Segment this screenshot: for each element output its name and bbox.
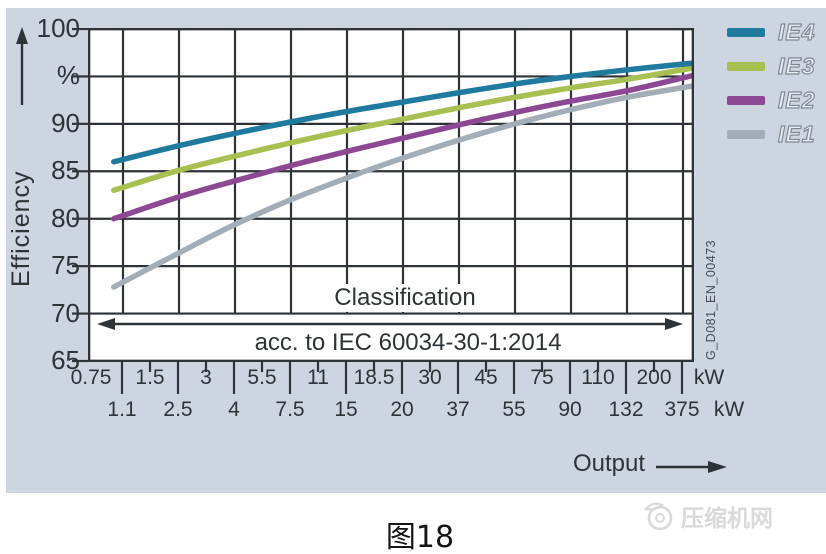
legend-swatch — [727, 95, 765, 105]
classification-standard-label: acc. to IEC 60034-30-1:2014 — [248, 329, 568, 357]
x-axis-unit-lower: kW — [713, 398, 745, 421]
x-tick-label-upper: 3 — [200, 366, 212, 389]
x-tick-label-lower: 4 — [228, 398, 240, 421]
legend-swatch — [727, 129, 765, 139]
x-tick-label-lower: 1.1 — [107, 398, 137, 421]
x-tick-label-upper: 110 — [581, 366, 615, 389]
x-tick-label-lower: 20 — [390, 398, 414, 421]
legend: IE4 IE3 IE2 IE1 — [727, 15, 816, 151]
x-tick-label-lower: 37 — [446, 398, 470, 421]
x-tick-label-upper: 0.75 — [70, 366, 112, 389]
x-tick-label-lower: 15 — [334, 398, 358, 421]
x-tick-label-upper: 5.5 — [247, 366, 277, 389]
y-tick-label: % — [56, 60, 80, 91]
x-tick-label-upper: 30 — [418, 366, 442, 389]
x-tick-label-upper: 75 — [530, 366, 554, 389]
x-axis-title: Output — [572, 450, 645, 477]
y-axis-ticks — [72, 28, 88, 363]
watermark-text: 压缩机网 — [681, 506, 773, 532]
x-tick-label-upper: 200 — [636, 366, 672, 389]
x-tick-label-upper: 1.5 — [135, 366, 165, 389]
legend-item-ie1: IE1 — [727, 117, 816, 151]
x-tick-label-lower: 55 — [502, 398, 526, 421]
x-tick-label-upper: 18.5 — [353, 366, 395, 389]
legend-item-ie4: IE4 — [727, 15, 816, 49]
curve-ie4 — [111, 60, 694, 165]
watermark: 压缩机网 — [643, 499, 773, 533]
x-tick-label-lower: 90 — [558, 398, 582, 421]
legend-label: IE4 — [777, 18, 816, 45]
figure-caption: 图18 — [385, 520, 455, 554]
x-tick-label-lower: 7.5 — [275, 398, 305, 421]
legend-swatch — [727, 61, 765, 71]
classification-label: Classification — [324, 284, 486, 312]
curve-ie1 — [111, 83, 694, 290]
x-axis-ticks — [120, 360, 684, 394]
x-tick-label-upper: 11 — [307, 366, 329, 389]
watermark-logo-icon — [643, 502, 673, 531]
legend-item-ie3: IE3 — [727, 49, 816, 83]
legend-label: IE1 — [777, 120, 816, 147]
x-tick-label-lower: 375 — [664, 398, 700, 421]
x-axis-unit-upper: kW — [693, 366, 725, 389]
x-tick-label-upper: 45 — [474, 366, 498, 389]
x-axis-arrow-icon — [656, 461, 727, 473]
legend-swatch — [727, 27, 765, 37]
curve-ie2 — [111, 72, 694, 222]
legend-label: IE2 — [777, 86, 816, 113]
x-tick-label-lower: 2.5 — [163, 398, 193, 421]
legend-label: IE3 — [777, 52, 816, 79]
x-tick-label-lower: 132 — [608, 398, 644, 421]
drawing-code: G_D081_EN_00473 — [704, 239, 718, 360]
curve-ie3 — [111, 65, 694, 194]
y-axis-arrow-icon — [16, 27, 28, 105]
legend-item-ie2: IE2 — [727, 83, 816, 117]
